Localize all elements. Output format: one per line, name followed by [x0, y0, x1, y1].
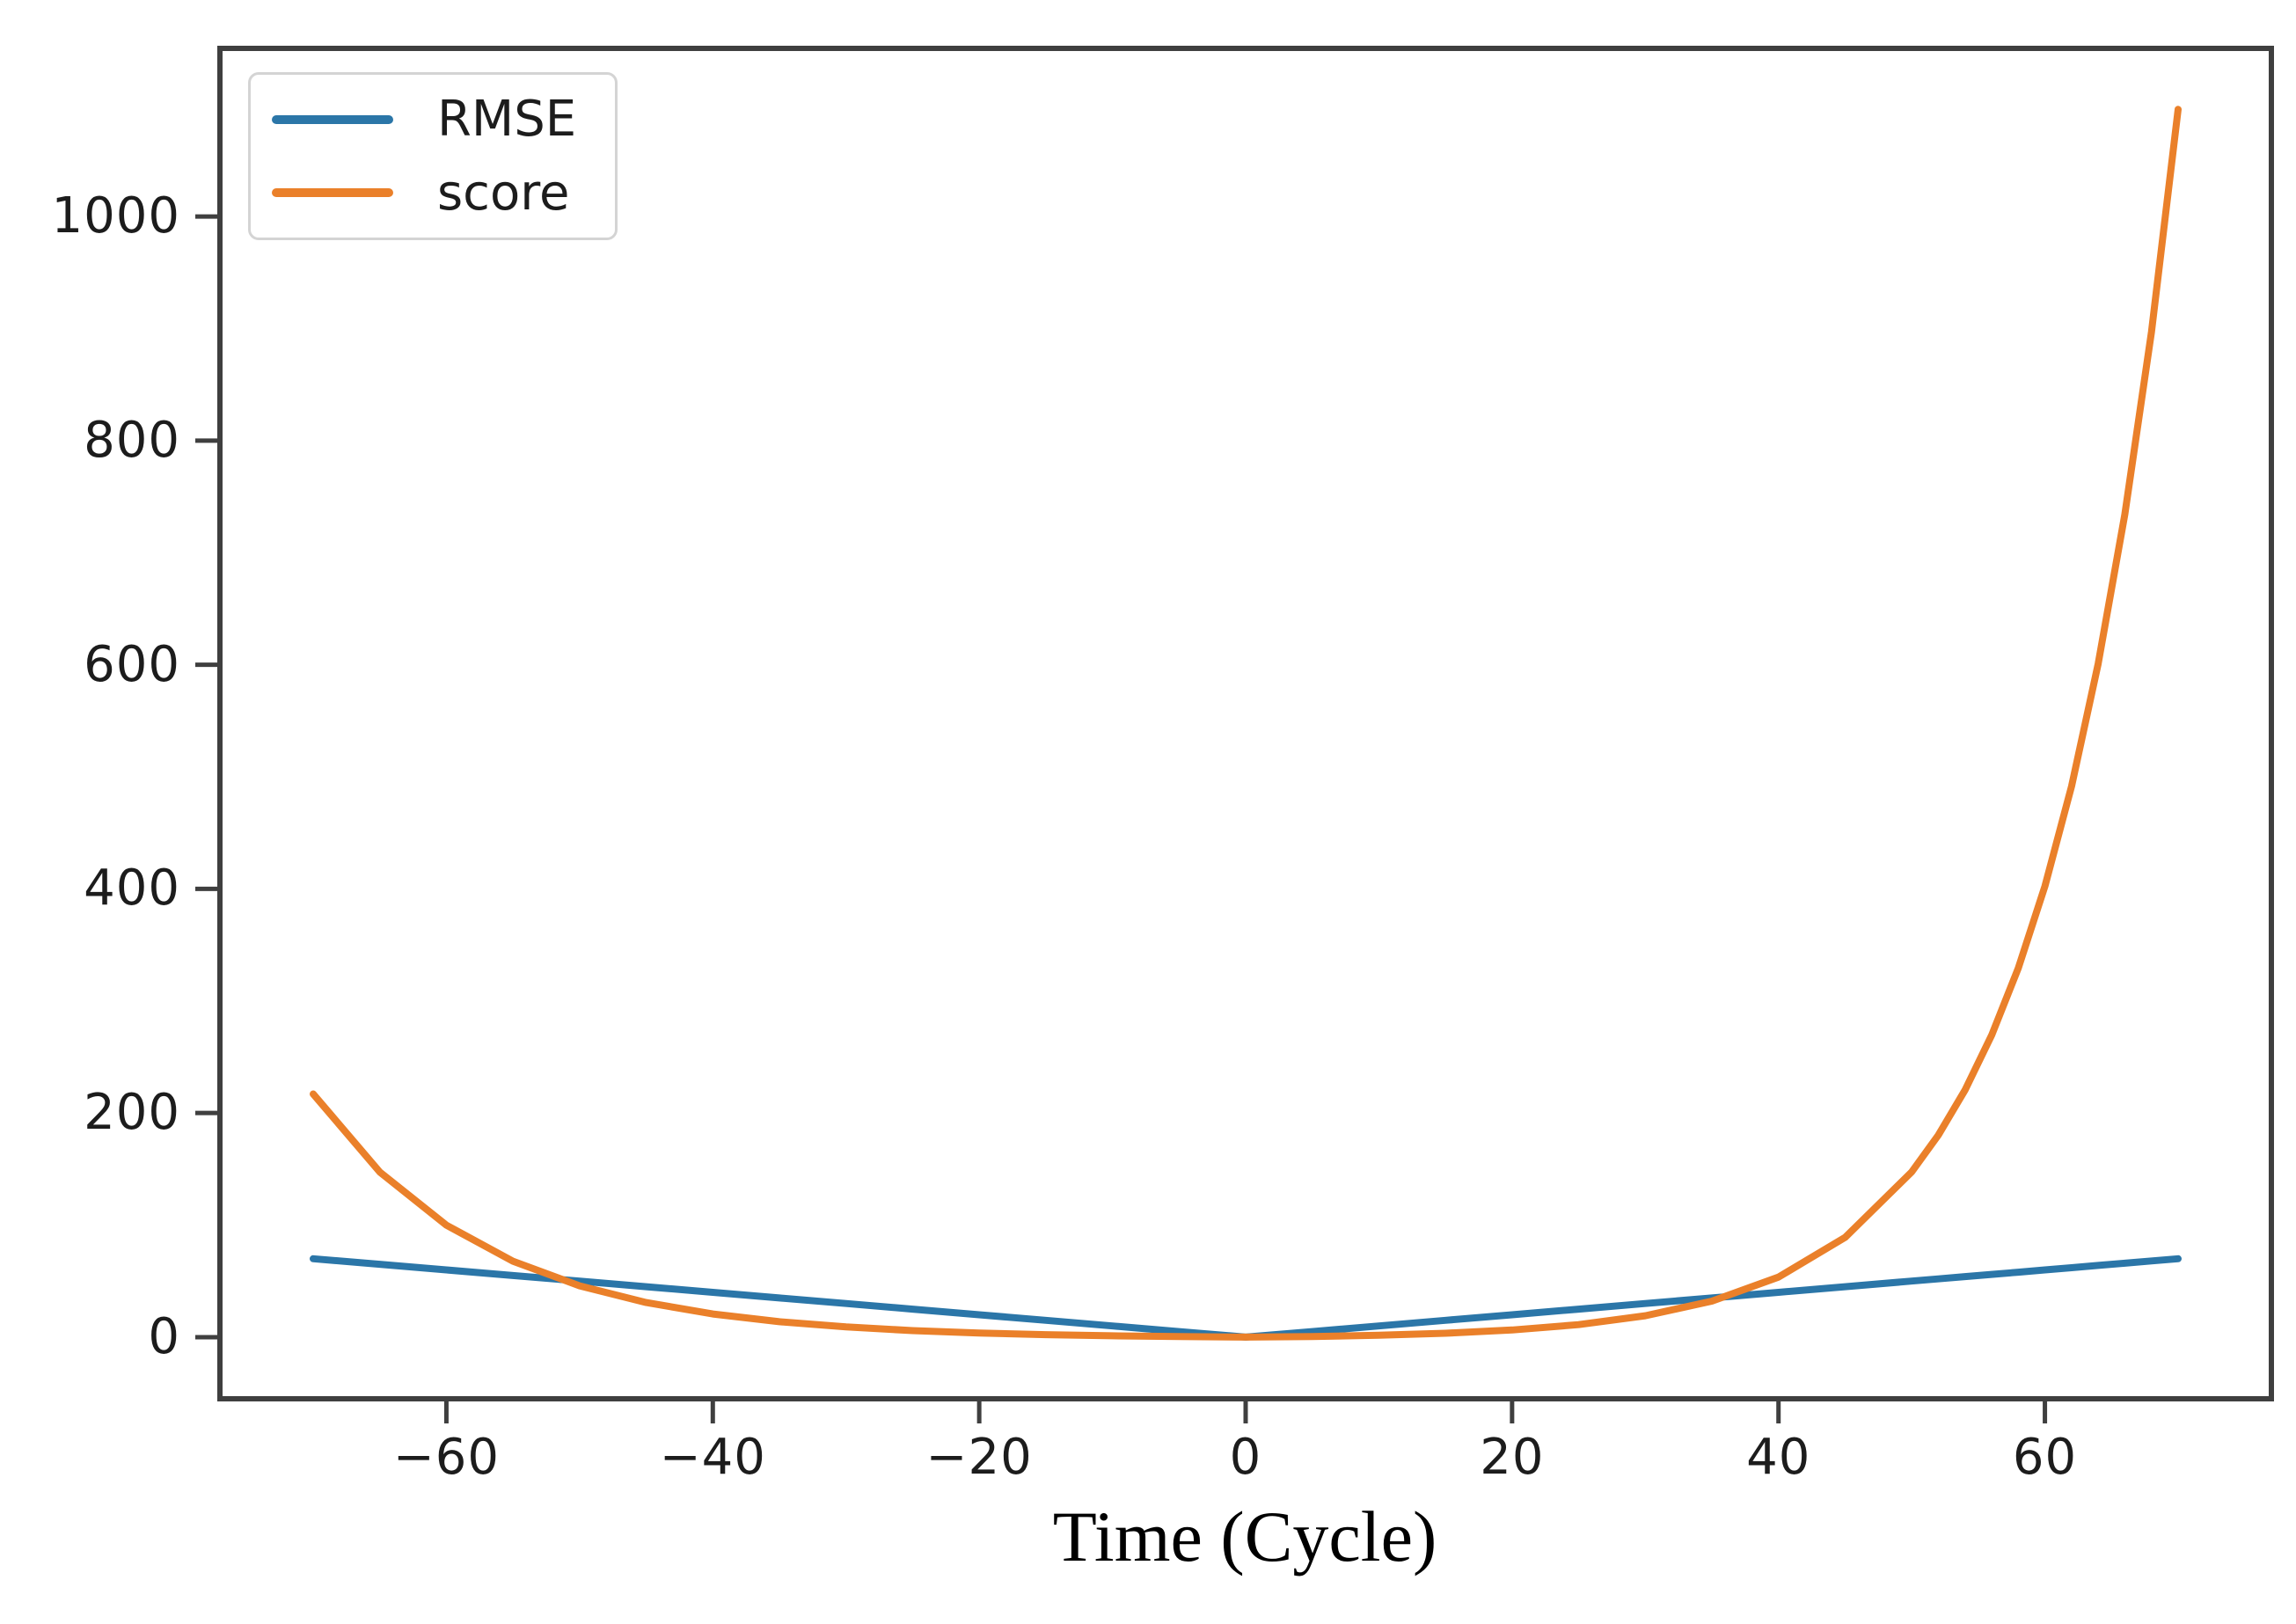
legend-label-rmse: RMSE: [437, 91, 577, 149]
x-tick-label: −40: [659, 1429, 766, 1486]
legend-entry-rmse: RMSE: [272, 91, 615, 148]
y-tick-label: 1000: [51, 187, 180, 245]
y-tick-label: 200: [84, 1084, 180, 1142]
x-axis-label: Time (Cycle): [1052, 1496, 1437, 1576]
score-series-line: [310, 106, 2182, 1341]
y-tick-label: 800: [84, 411, 180, 469]
series-lines: [310, 106, 2182, 1341]
x-tick-label: −60: [392, 1429, 501, 1486]
x-tick-label: 40: [1746, 1429, 1811, 1486]
score-line-swatch-icon: [272, 188, 393, 198]
rmse-line-swatch-icon: [272, 114, 393, 124]
legend-label-score: score: [437, 164, 570, 222]
y-tick-label: 600: [84, 635, 180, 693]
x-tick-label: 0: [1229, 1429, 1262, 1486]
x-tick-label: 60: [2012, 1429, 2078, 1486]
plot-border: [217, 46, 2274, 1401]
x-tick-label: −20: [925, 1429, 1033, 1486]
legend-entry-score: score: [272, 165, 615, 222]
y-tick-label: 400: [84, 860, 180, 918]
axis-ticks: [195, 214, 2048, 1423]
legend: RMSE score: [248, 72, 618, 240]
x-tick-label: 20: [1480, 1429, 1545, 1486]
y-tick-label: 0: [148, 1307, 180, 1365]
rmse-series-line: [310, 1255, 2182, 1341]
